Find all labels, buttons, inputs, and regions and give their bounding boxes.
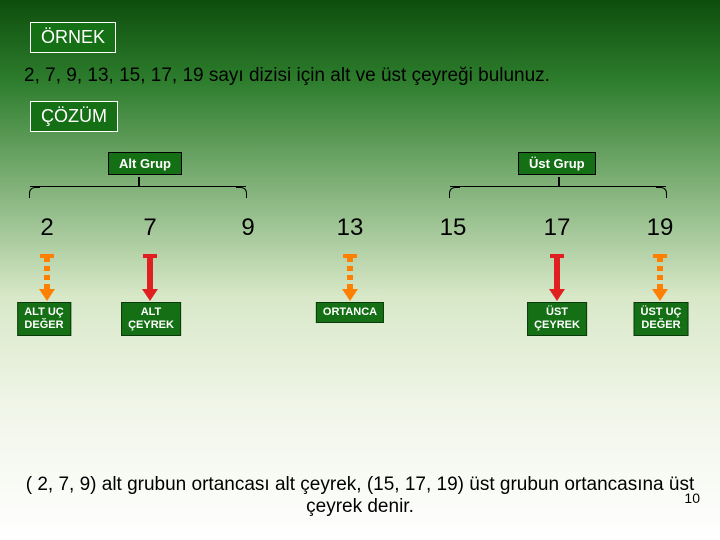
small-label-0: ALT UÇDEĞER bbox=[17, 302, 71, 336]
lower-bracket bbox=[30, 186, 246, 196]
arrow-2 bbox=[347, 254, 353, 301]
arrow-3 bbox=[554, 254, 560, 301]
number-17: 17 bbox=[544, 214, 571, 242]
solution-badge: ÇÖZÜM bbox=[30, 101, 118, 132]
number-9: 9 bbox=[241, 214, 254, 242]
upper-bracket bbox=[450, 186, 666, 196]
small-label-3: ÜSTÇEYREK bbox=[527, 302, 587, 336]
footer-text: ( 2, 7, 9) alt grubun ortancası alt çeyr… bbox=[0, 474, 720, 518]
brackets-row bbox=[0, 186, 720, 212]
small-labels-row: ALT UÇDEĞER ALTÇEYREK ORTANCA ÜSTÇEYREK ÜST … bbox=[0, 302, 720, 352]
numbers-row: 2 7 9 13 15 17 19 bbox=[0, 214, 720, 254]
number-15: 15 bbox=[440, 214, 467, 242]
number-13: 13 bbox=[337, 214, 364, 242]
number-19: 19 bbox=[647, 214, 674, 242]
arrow-4 bbox=[657, 254, 663, 301]
number-7: 7 bbox=[143, 214, 156, 242]
arrow-0 bbox=[44, 254, 50, 301]
small-label-1: ALTÇEYREK bbox=[121, 302, 181, 336]
upper-group-label: Üst Grup bbox=[518, 152, 596, 175]
number-2: 2 bbox=[40, 214, 53, 242]
lower-group-label: Alt Grup bbox=[108, 152, 182, 175]
arrow-1 bbox=[147, 254, 153, 301]
small-label-2: ORTANCA bbox=[316, 302, 384, 323]
small-label-4: ÜST UÇDEĞER bbox=[634, 302, 689, 336]
example-badge: ÖRNEK bbox=[30, 22, 116, 53]
problem-text: 2, 7, 9, 13, 15, 17, 19 sayı dizisi için… bbox=[24, 65, 720, 87]
page-number: 10 bbox=[684, 490, 700, 506]
arrows-row bbox=[0, 254, 720, 300]
group-labels-row: Alt Grup Üst Grup bbox=[0, 152, 720, 182]
